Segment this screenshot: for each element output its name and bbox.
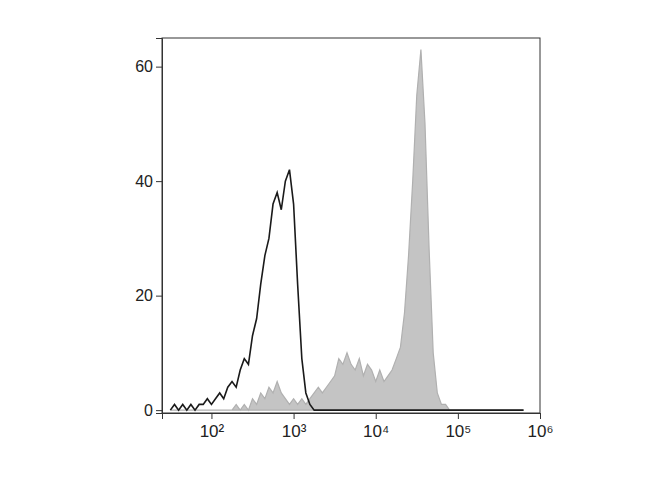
area-series: [170, 49, 523, 410]
x-tick: 10⁶: [528, 413, 554, 441]
chart: 10² 10³ 10⁴ 10⁵ 10⁶ 0 20 40 60: [0, 0, 670, 500]
y-tick: 20: [135, 287, 162, 304]
x-tick-mark: [211, 413, 212, 419]
y-tick-label: 0: [144, 402, 153, 419]
y-tick-mark: [156, 181, 162, 182]
x-tick: 10²: [200, 413, 225, 441]
x-tick-label: 10⁵: [445, 422, 471, 441]
y-tick-mark: [156, 67, 162, 68]
x-tick-mark: [458, 413, 459, 419]
x-axis: 10² 10³ 10⁴ 10⁵ 10⁶: [163, 413, 554, 441]
line-series: [170, 170, 523, 410]
y-tick-mark: [156, 296, 162, 297]
y-axis: 0 20 40 60: [135, 39, 162, 419]
x-tick-mark: [376, 413, 377, 419]
series-group: [170, 49, 523, 410]
x-tick: 10⁵: [445, 413, 471, 441]
x-tick-label: 10⁴: [363, 422, 389, 441]
y-tick-label: 20: [135, 287, 153, 304]
y-tick: 0: [144, 402, 162, 419]
x-tick: 10³: [282, 413, 307, 441]
x-tick-mark: [294, 413, 295, 419]
x-tick-label: 10⁶: [528, 422, 554, 441]
plot-frame: [162, 38, 540, 413]
plot: 10² 10³ 10⁴ 10⁵ 10⁶ 0 20 40 60: [135, 38, 553, 441]
x-tick-mark: [540, 413, 541, 419]
y-axis-line: [156, 39, 163, 414]
y-tick-label: 40: [135, 173, 153, 190]
x-axis-line: [163, 414, 541, 420]
x-tick-label: 10²: [200, 422, 225, 441]
y-tick: 40: [135, 173, 162, 190]
y-tick: 60: [135, 58, 162, 75]
x-tick: 10⁴: [363, 413, 389, 441]
x-tick-label: 10³: [282, 422, 307, 441]
y-tick-mark: [156, 410, 162, 411]
y-tick-label: 60: [135, 58, 153, 75]
